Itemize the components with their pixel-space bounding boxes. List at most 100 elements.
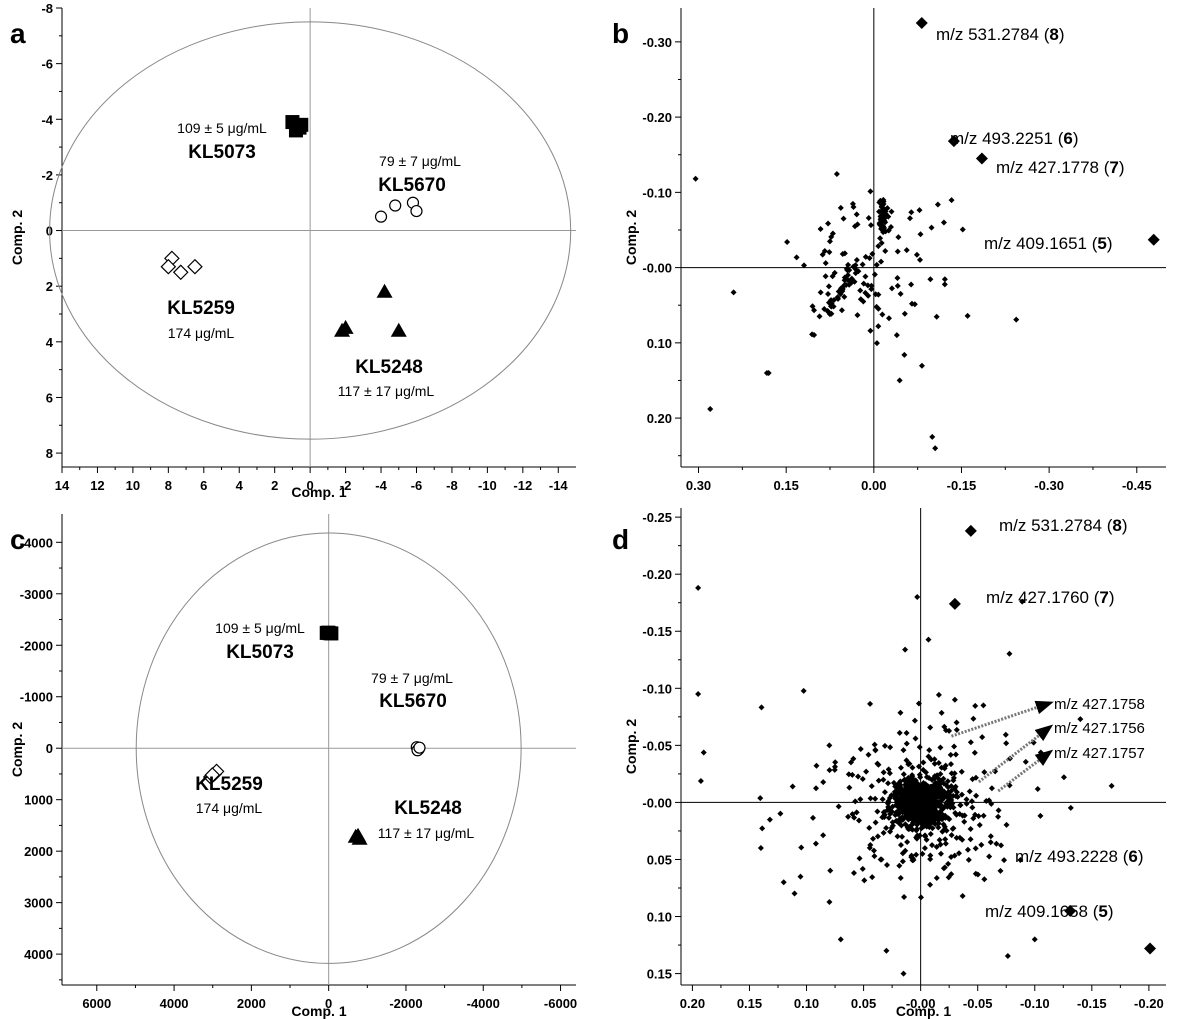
loading-point (912, 735, 919, 742)
loading-point (966, 788, 973, 795)
loading-point (942, 836, 949, 843)
loading-point (800, 687, 807, 694)
loading-point (875, 761, 882, 768)
loading-point (937, 777, 944, 784)
loading-point (899, 809, 906, 816)
arrow-label: m/z 427.1756 (1054, 720, 1145, 737)
loading-point (896, 804, 903, 811)
y-axis-label: Comp. 2 (623, 719, 639, 774)
y-tick-label: -0.10 (642, 681, 672, 696)
loading-label: m/z 427.1760 (7) (986, 588, 1115, 607)
loading-point (917, 231, 924, 238)
loading-point (857, 296, 864, 303)
loading-point (882, 208, 889, 215)
loading-point (852, 262, 859, 269)
loading-point (952, 810, 959, 817)
loading-point (901, 796, 908, 803)
x-tick-label: 2000 (237, 996, 266, 1011)
loading-point (766, 816, 773, 823)
loading-point (833, 170, 840, 177)
loading-point (930, 799, 937, 806)
loading-point (879, 311, 886, 318)
loading-point (820, 832, 827, 839)
loading-point (1006, 650, 1013, 657)
loading-point (813, 785, 820, 792)
loading-point (777, 810, 784, 817)
loading-point (852, 798, 859, 805)
loading-point (987, 839, 994, 846)
loading-point (912, 780, 919, 787)
loading-point (692, 175, 699, 182)
loading-point (911, 301, 918, 308)
loading-point (948, 871, 955, 878)
loading-point (959, 812, 966, 819)
loading-point (909, 775, 916, 782)
loading-point (899, 833, 906, 840)
x-tick-label: -0.45 (1122, 478, 1152, 493)
loading-point (919, 850, 926, 857)
x-tick-label: -4 (375, 478, 387, 493)
loading-point (907, 791, 914, 798)
data-point (172, 264, 189, 281)
loading-point (840, 215, 847, 222)
loading-point (903, 730, 910, 737)
loading-point (757, 795, 764, 802)
y-tick-label: 0.10 (647, 910, 672, 925)
loading-point (967, 836, 974, 843)
y-axis-label: Comp. 2 (9, 722, 25, 777)
hotelling-ellipse (135, 532, 522, 964)
loading-point (901, 351, 908, 358)
loading-point (854, 312, 861, 319)
y-tick-label: -0.10 (642, 185, 672, 200)
loading-point (959, 226, 966, 233)
data-point (337, 319, 354, 334)
x-tick-label: -0.30 (1034, 478, 1064, 493)
loading-point (909, 772, 916, 779)
x-tick-label: -4000 (467, 996, 500, 1011)
x-tick-label: 2 (271, 478, 278, 493)
group-KL5248: 117 ± 17 μg/mL KL5248 (334, 283, 434, 399)
loading-point (811, 307, 818, 314)
loading-point (916, 771, 923, 778)
loading-point (881, 215, 888, 222)
loading-point (967, 826, 974, 833)
group-concentration: 79 ± 7 μg/mL (371, 670, 453, 686)
loading-point (916, 207, 923, 214)
loading-point (927, 881, 934, 888)
loading-point (871, 853, 878, 860)
loading-point (822, 260, 829, 267)
arrow-annotation: m/z 427.1757 (997, 745, 1145, 793)
loading-point (913, 807, 920, 814)
loading-point (879, 796, 886, 803)
x-tick-label: 4 (236, 478, 244, 493)
loading-point (909, 764, 916, 771)
loading-point (963, 800, 970, 807)
loading-point (920, 817, 927, 824)
loading-point (831, 763, 838, 770)
loading-point (829, 230, 836, 237)
group-label: KL5259 (195, 774, 263, 795)
x-tick-label: 0.20 (680, 996, 705, 1011)
loading-label: m/z 409.1658 (5) (985, 902, 1114, 921)
loading-point (839, 286, 846, 293)
arrow-label: m/z 427.1757 (1054, 745, 1145, 762)
data-point (410, 204, 423, 218)
group-KL5670: 79 ± 7 μg/mL KL5670 (374, 153, 461, 223)
group-KL5670: 79 ± 7 μg/mL KL5670 (371, 670, 453, 757)
loading-point (920, 759, 927, 766)
loading-point (851, 223, 858, 230)
loading-point (927, 852, 934, 859)
loading-point (970, 715, 977, 722)
loading-point (864, 282, 871, 289)
loadings-cloud (695, 584, 1115, 977)
loading-point (944, 778, 951, 785)
loading-point (933, 313, 940, 320)
x-axis-label: Comp. 1 (291, 484, 346, 500)
loading-point (881, 789, 888, 796)
loading-point (948, 853, 955, 860)
loading-point (929, 433, 936, 440)
loading-point (940, 219, 947, 226)
loading-point (993, 840, 1000, 847)
loading-point (894, 282, 901, 289)
